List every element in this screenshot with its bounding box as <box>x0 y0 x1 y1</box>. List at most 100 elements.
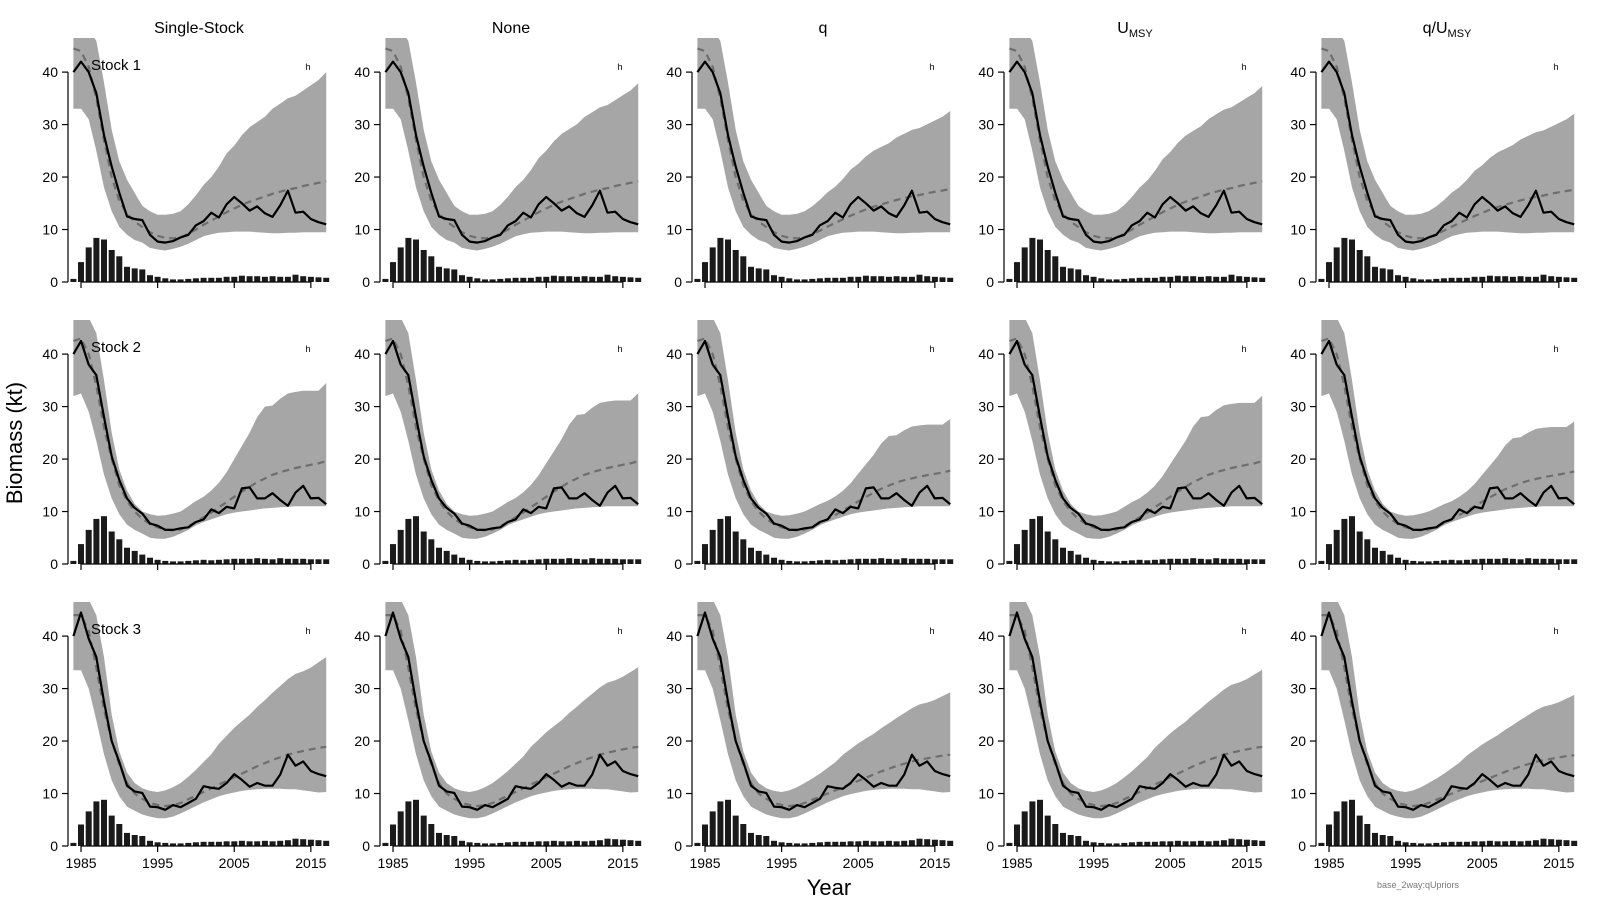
catch-bar <box>1349 799 1355 846</box>
catch-bar <box>1037 516 1043 564</box>
catch-bar <box>794 279 800 282</box>
reference-line <box>1009 337 1263 532</box>
catch-bar <box>627 559 634 564</box>
catch-bar <box>771 557 777 564</box>
catch-bar <box>908 840 915 846</box>
panel-r3-c5: 0 10 20 30 40 1985 1995 2005 2015 h <box>1290 602 1578 871</box>
y-tick-label: 30 <box>42 117 58 133</box>
catch-bar <box>504 560 511 564</box>
column-header-3: UMSY <box>1117 20 1153 40</box>
column-header-subscript: MSY <box>1448 28 1473 40</box>
catch-bar <box>1121 560 1128 564</box>
catch-bar <box>1471 276 1478 282</box>
y-tick-label: 30 <box>666 681 682 697</box>
panel-plot-area <box>694 320 954 564</box>
catch-bar <box>1410 560 1417 564</box>
catch-bar <box>1548 558 1555 564</box>
panel-grid: 0 10 20 30 40 h Stock 1 0 10 20 30 40 h 0 10 20 30 40 h 0 10… <box>42 38 1578 871</box>
biomass-line <box>696 60 951 244</box>
catch-bar <box>1136 841 1143 846</box>
catch-bar <box>277 840 284 846</box>
y-tick-label: 0 <box>1298 838 1306 854</box>
column-header-2: q <box>819 20 828 37</box>
catch-bar <box>1402 276 1409 282</box>
y-tick-label: 10 <box>978 504 994 520</box>
catch-bar <box>1525 276 1532 282</box>
catch-bar <box>1364 824 1371 846</box>
catch-bar <box>177 843 184 846</box>
column-headers: Single-Stock None q UMSY q/UMSY <box>154 20 1472 40</box>
catch-bar <box>466 842 473 846</box>
catch-bar <box>1540 558 1547 564</box>
catch-bar <box>543 841 550 846</box>
catch-bar <box>1021 529 1028 564</box>
catch-bar <box>1190 276 1197 282</box>
catch-bar <box>323 559 330 564</box>
catch-bar <box>185 278 192 282</box>
catch-bar <box>816 560 823 564</box>
catch-bar <box>1509 840 1516 846</box>
catch-bar <box>382 842 389 846</box>
catch-bar <box>847 276 854 282</box>
catch-bar <box>635 840 642 846</box>
catch-bar <box>862 840 869 846</box>
catch-bar <box>1410 842 1417 846</box>
catch-bar <box>794 843 800 846</box>
catch-bar <box>862 275 869 282</box>
catch-bar <box>420 250 427 282</box>
catch-bar <box>1251 277 1258 282</box>
catch-bar <box>185 842 192 846</box>
y-tick-label: 40 <box>978 628 994 644</box>
catch-bar <box>1349 239 1355 282</box>
catch-bar <box>1182 276 1189 282</box>
catch-bar <box>200 277 207 282</box>
catch-bar <box>1014 262 1020 282</box>
panel-r3-c3: 0 10 20 30 40 1985 1995 2005 2015 h <box>666 602 954 871</box>
catch-bar <box>1205 276 1212 282</box>
panel-plot-area <box>70 602 330 846</box>
panel-marker: h <box>1553 626 1558 636</box>
x-tick-label: 1985 <box>65 855 96 871</box>
catch-bar <box>1190 841 1197 846</box>
catch-bar <box>1379 550 1386 564</box>
catch-bar <box>78 262 84 282</box>
catch-bar <box>1440 278 1447 282</box>
catch-bar <box>405 801 412 846</box>
catch-bar <box>550 558 557 564</box>
y-tick-label: 40 <box>1290 64 1306 80</box>
catch-bar <box>269 841 276 846</box>
catch-bar <box>101 239 107 282</box>
catch-bar <box>763 836 770 846</box>
uncertainty-band <box>1321 320 1575 539</box>
panel-marker: h <box>1553 62 1558 72</box>
y-tick-label: 30 <box>978 117 994 133</box>
reference-line <box>1321 337 1575 532</box>
panel-r1-c3: 0 10 20 30 40 h <box>666 38 954 290</box>
panel-marker: h <box>929 62 934 72</box>
catch-bar <box>1151 277 1158 282</box>
panel-plot-area <box>1006 320 1266 564</box>
panel-r1-c1: 0 10 20 30 40 h Stock 1 <box>42 38 330 290</box>
catch-bar <box>1121 842 1128 846</box>
catch-bar <box>497 842 504 846</box>
panel-r1-c5: 0 10 20 30 40 h <box>1290 38 1578 290</box>
catch-bar <box>497 278 504 282</box>
column-header-4: q/UMSY <box>1423 20 1472 40</box>
catch-bar <box>93 801 100 846</box>
catch-bar <box>1259 840 1266 846</box>
x-tick-label: 2015 <box>1231 855 1262 871</box>
biomass-line <box>72 60 327 244</box>
y-tick-label: 40 <box>42 628 58 644</box>
catch-bar <box>154 559 161 564</box>
catch-bar <box>108 531 115 564</box>
catch-bar <box>1075 554 1082 564</box>
column-header-subscript: MSY <box>1129 28 1154 40</box>
catch-bar <box>801 279 808 282</box>
catch-bar <box>908 558 915 564</box>
catch-bar <box>1029 801 1036 846</box>
catch-bar <box>1067 835 1074 846</box>
catch-bar <box>947 559 954 564</box>
catch-bar <box>154 276 161 282</box>
catch-bar <box>1563 840 1570 846</box>
catch-bar <box>1021 247 1028 282</box>
